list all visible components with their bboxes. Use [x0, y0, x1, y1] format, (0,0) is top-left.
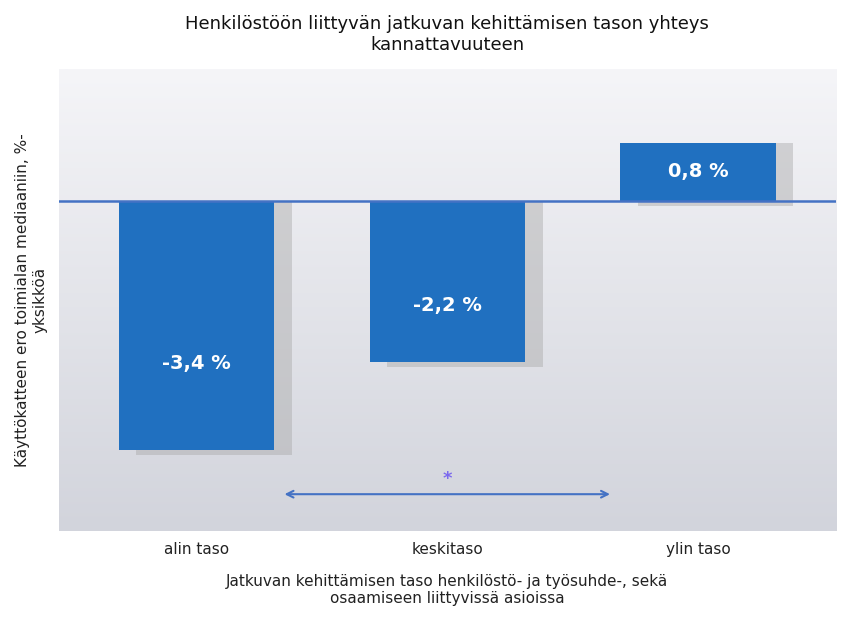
- X-axis label: Jatkuvan kehittämisen taso henkilöstö- ja työsuhde-, sekä
osaamiseen liittyvissä: Jatkuvan kehittämisen taso henkilöstö- j…: [226, 574, 668, 606]
- Text: -3,4 %: -3,4 %: [162, 353, 231, 373]
- Bar: [118, 201, 274, 450]
- Text: *: *: [443, 470, 452, 488]
- Bar: [638, 142, 793, 206]
- Text: 0,8 %: 0,8 %: [668, 162, 728, 181]
- Bar: [387, 201, 543, 368]
- Y-axis label: Käyttökatteen ero toimialan mediaaniin, %-
yksikköä: Käyttökatteen ero toimialan mediaaniin, …: [15, 133, 48, 467]
- Bar: [369, 201, 525, 362]
- Text: -2,2 %: -2,2 %: [413, 296, 482, 315]
- Bar: [136, 201, 292, 455]
- Title: Henkilöstöön liittyvän jatkuvan kehittämisen tason yhteys
kannattavuuteen: Henkilöstöön liittyvän jatkuvan kehittäm…: [186, 15, 709, 54]
- Bar: [620, 142, 776, 201]
